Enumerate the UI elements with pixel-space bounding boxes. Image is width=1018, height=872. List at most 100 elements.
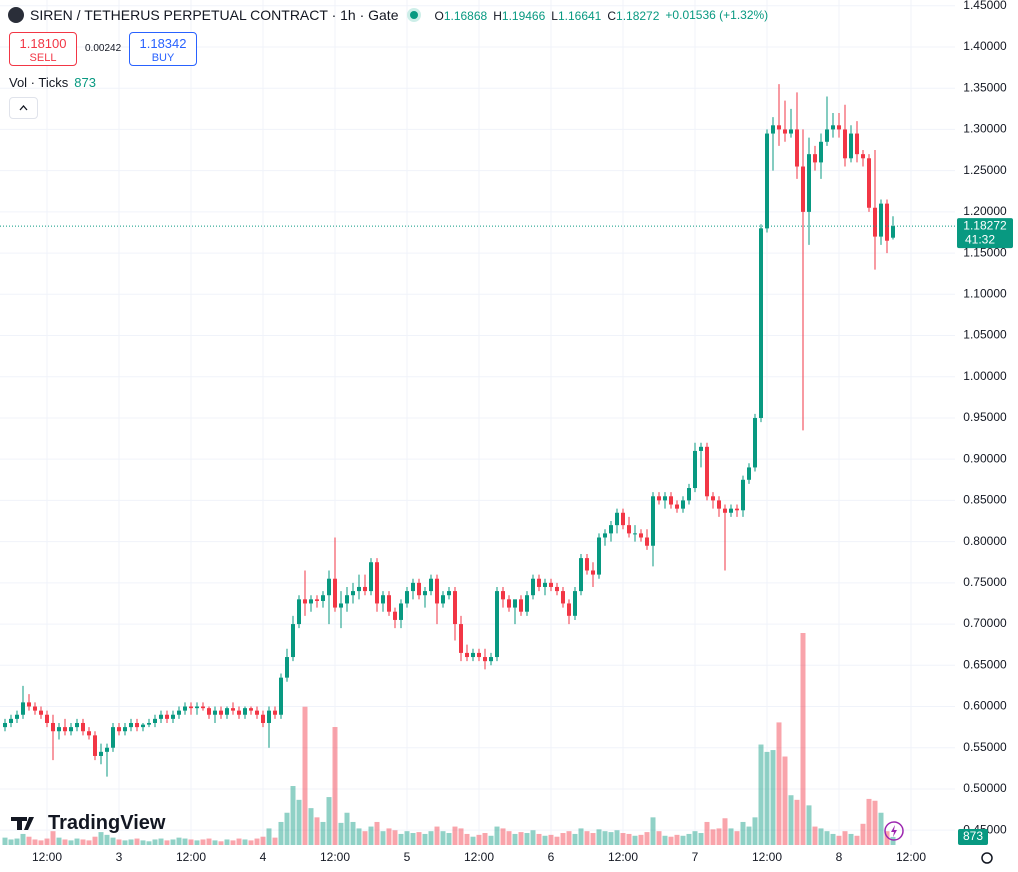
buy-button[interactable]: 1.18342 BUY [129, 32, 197, 66]
candle-body [3, 722, 7, 728]
ohlc-value: 1.18272 [616, 9, 660, 23]
buy-price: 1.18342 [139, 36, 187, 51]
volume-bar [146, 841, 152, 845]
candle-body [27, 702, 31, 707]
candle-body [849, 133, 853, 159]
x-tick-label: 4 [260, 850, 267, 864]
volume-bar [326, 797, 332, 845]
candle-body [891, 226, 895, 238]
y-tick-label: 1.25000 [963, 163, 1007, 177]
lightning-glyph [891, 825, 897, 837]
volume-bar [542, 835, 548, 845]
volume-bar [776, 722, 782, 845]
candle-body [753, 417, 757, 468]
candle-body [63, 727, 67, 732]
candle-body [255, 710, 259, 715]
volume-bar [260, 836, 266, 845]
candle-body [639, 533, 643, 538]
candle-body [717, 500, 721, 509]
y-tick-label: 1.45000 [963, 0, 1007, 12]
ohlc-key: H [493, 9, 502, 23]
candle-body [201, 706, 205, 709]
candle-body [51, 722, 55, 732]
candle-body [699, 446, 703, 451]
volume-bar [536, 833, 542, 845]
volume-bar [254, 838, 260, 845]
candle-body [567, 603, 571, 616]
x-tick-label: 12:00 [176, 850, 206, 864]
candle-body [711, 496, 715, 501]
volume-bar [854, 835, 860, 845]
candle-body [87, 731, 91, 736]
volume-bar [74, 838, 80, 845]
volume-bar [524, 833, 530, 845]
volume-bar [566, 831, 572, 845]
spread: 0.00242 [85, 43, 122, 54]
settings-icon[interactable] [981, 852, 993, 864]
ohlc-value: 1.16868 [443, 9, 488, 23]
y-tick-label: 0.90000 [963, 451, 1007, 465]
volume-bar [548, 834, 554, 845]
volume-bar [860, 823, 866, 845]
volume-bar [440, 831, 446, 845]
candle-body [465, 652, 469, 658]
x-tick-label: 12:00 [464, 850, 494, 864]
candle-body [15, 714, 19, 719]
ohlc-key: C [607, 9, 617, 23]
volume-bar [206, 838, 212, 845]
candle-body [387, 595, 391, 612]
lightning-icon[interactable] [884, 821, 904, 841]
candle-body [819, 141, 823, 163]
y-tick-label: 1.00000 [963, 369, 1007, 383]
volume-bar [356, 828, 362, 845]
candle-body [675, 504, 679, 509]
volume-bar [110, 837, 116, 845]
candle-body [183, 706, 187, 711]
volume-bar [416, 832, 422, 845]
volume-bar [266, 828, 272, 845]
candle-body [9, 718, 13, 723]
volume-bar [770, 750, 776, 845]
volume-bar [140, 840, 146, 845]
candle-body [429, 578, 433, 592]
volume-legend-value: 873 [74, 75, 96, 90]
volume-bar [722, 818, 728, 845]
volume-bar [560, 833, 566, 845]
volume-bar [500, 828, 506, 845]
volume-bar [656, 831, 662, 845]
volume-bar [470, 836, 476, 845]
volume-bar [50, 831, 56, 845]
y-tick-label: 0.65000 [963, 657, 1007, 671]
volume-bar [818, 828, 824, 845]
volume-bar [458, 828, 464, 845]
collapse-button[interactable] [9, 97, 38, 119]
volume-bar [644, 832, 650, 845]
volume-bar [344, 812, 350, 845]
volume-bar [8, 839, 14, 845]
candle-body [249, 708, 253, 711]
candle-body [843, 129, 847, 159]
candle-body [573, 591, 577, 616]
candle-layer [3, 84, 895, 777]
candle-body [759, 228, 763, 418]
candle-body [375, 562, 379, 604]
candle-body [495, 591, 499, 658]
candle-body [507, 599, 511, 608]
candle-body [837, 125, 841, 130]
candle-body [297, 599, 301, 625]
candle-body [171, 714, 175, 719]
volume-bar [410, 833, 416, 845]
volume-bar [14, 838, 20, 845]
candle-body [225, 708, 229, 715]
candle-body [885, 203, 889, 241]
candle-body [273, 710, 277, 715]
candle-body [783, 129, 787, 134]
candle-body [585, 558, 589, 571]
candle-body [453, 591, 457, 625]
volume-bar [308, 808, 314, 845]
candle-body [39, 710, 43, 715]
volume-bar [830, 833, 836, 845]
volume-bar [242, 839, 248, 845]
sell-button[interactable]: 1.18100 SELL [9, 32, 77, 66]
volume-bar [812, 826, 818, 845]
